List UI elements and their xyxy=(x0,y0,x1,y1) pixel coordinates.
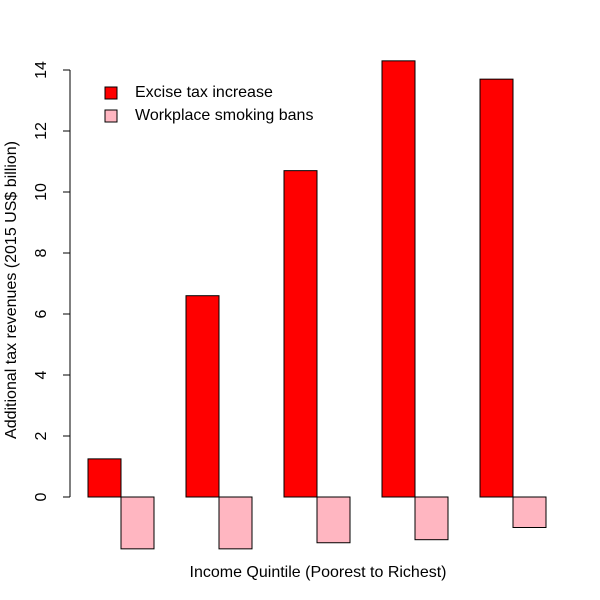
bar xyxy=(120,496,155,550)
legend-swatch xyxy=(104,109,118,123)
bar xyxy=(512,496,547,528)
y-tick-label: 0 xyxy=(33,492,50,501)
bar xyxy=(414,496,449,541)
bar xyxy=(87,458,122,498)
y-tick-label: 10 xyxy=(33,183,50,201)
y-axis-label: Additional tax revenues (2015 US$ billio… xyxy=(3,141,20,439)
bar xyxy=(316,496,351,544)
bar xyxy=(218,496,253,550)
y-tick-label: 8 xyxy=(33,248,50,257)
bar xyxy=(479,78,514,498)
legend-swatch xyxy=(104,86,118,100)
legend-label: Workplace smoking bans xyxy=(135,107,313,124)
bar xyxy=(283,170,318,498)
y-tick-label: 14 xyxy=(33,61,50,79)
y-tick-label: 6 xyxy=(33,309,50,318)
y-tick-label: 4 xyxy=(33,370,50,379)
bar xyxy=(185,295,220,498)
y-tick-label: 2 xyxy=(33,431,50,440)
x-axis-label: Income Quintile (Poorest to Richest) xyxy=(190,564,447,581)
y-tick-label: 12 xyxy=(33,122,50,140)
bar xyxy=(381,60,416,498)
legend-label: Excise tax increase xyxy=(135,84,273,101)
